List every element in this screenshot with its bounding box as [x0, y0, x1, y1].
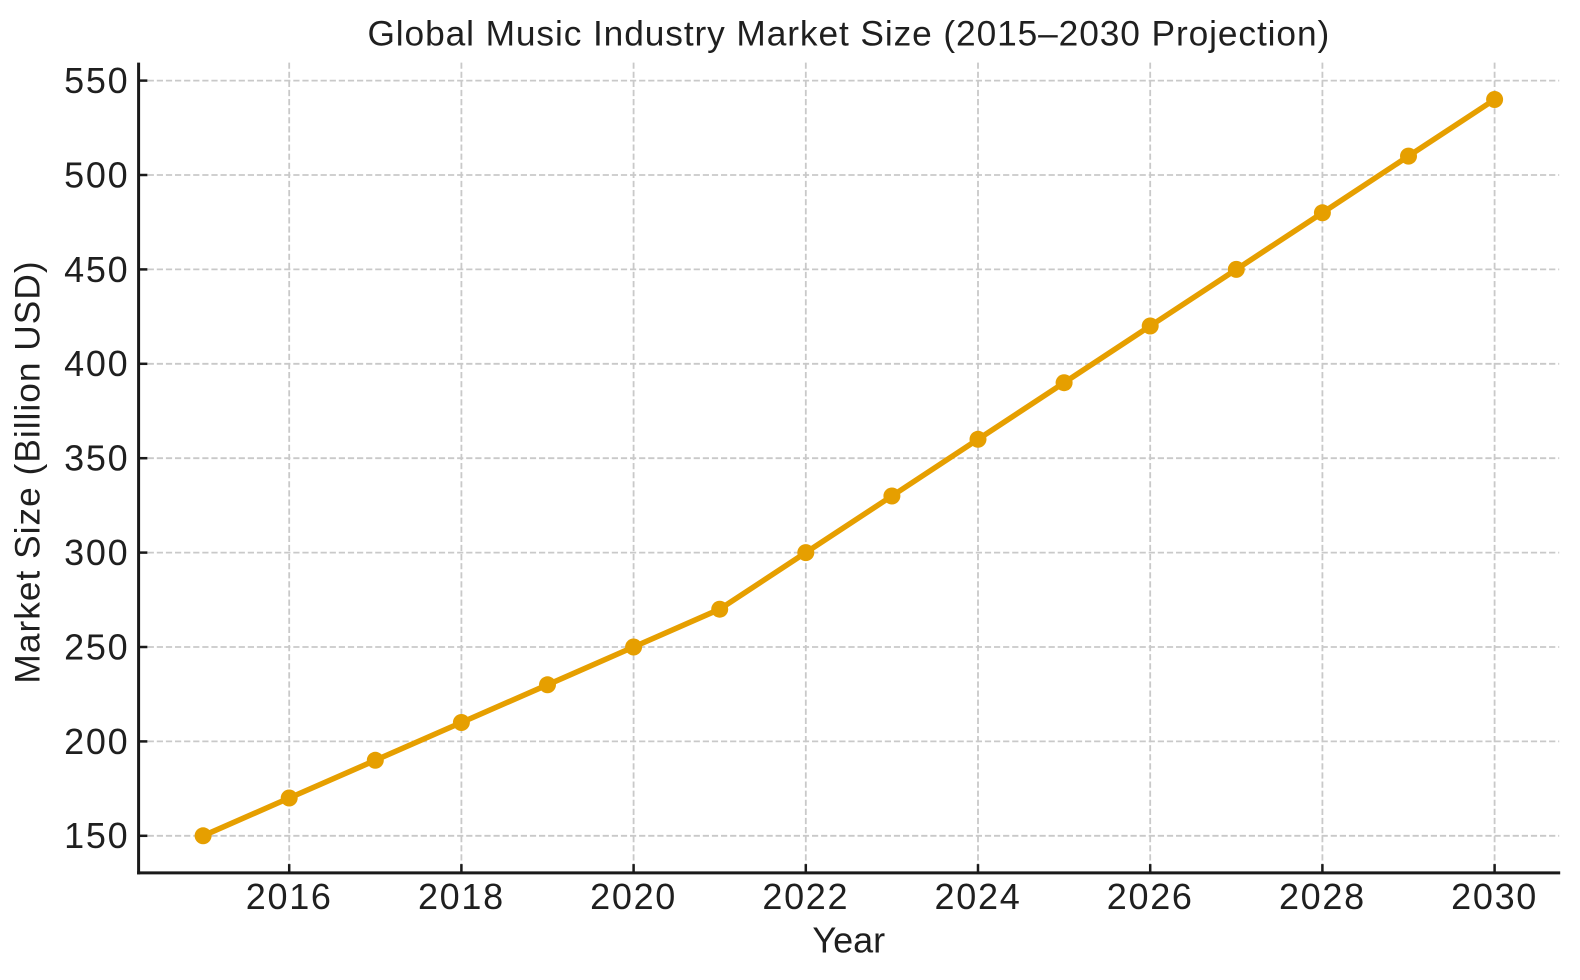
svg-text:Year: Year	[812, 920, 885, 961]
svg-text:500: 500	[64, 154, 129, 195]
svg-text:300: 300	[64, 532, 129, 573]
svg-text:Global Music Industry Market S: Global Music Industry Market Size (2015–…	[367, 14, 1330, 53]
svg-text:550: 550	[64, 60, 129, 101]
svg-text:350: 350	[64, 438, 129, 479]
svg-text:400: 400	[64, 343, 129, 384]
svg-text:2020: 2020	[590, 876, 677, 917]
svg-text:2022: 2022	[762, 876, 849, 917]
svg-text:2026: 2026	[1107, 876, 1194, 917]
svg-text:2024: 2024	[935, 876, 1022, 917]
svg-text:200: 200	[64, 721, 129, 762]
svg-text:Market Size (Billion USD): Market Size (Billion USD)	[9, 260, 48, 683]
svg-text:2030: 2030	[1451, 876, 1538, 917]
svg-text:2018: 2018	[418, 876, 505, 917]
svg-text:150: 150	[64, 815, 129, 856]
svg-text:250: 250	[64, 626, 129, 667]
svg-text:2028: 2028	[1279, 876, 1366, 917]
svg-text:2016: 2016	[246, 876, 333, 917]
svg-text:450: 450	[64, 249, 129, 290]
